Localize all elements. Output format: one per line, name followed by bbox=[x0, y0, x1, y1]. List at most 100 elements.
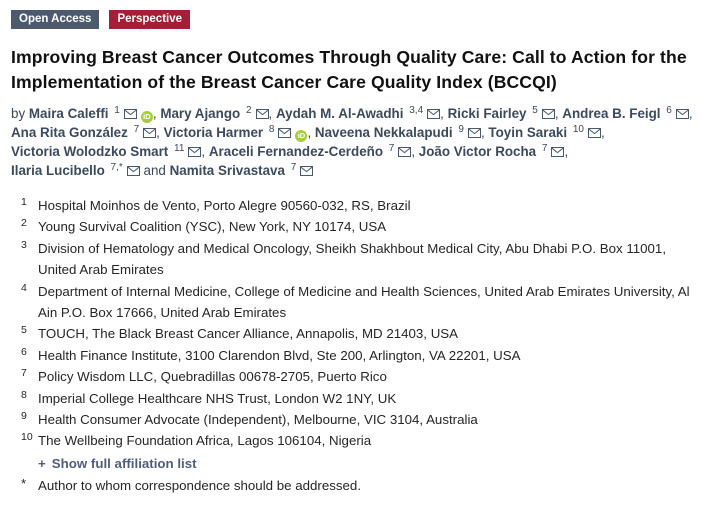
author-name-link[interactable]: Ana Rita González bbox=[11, 125, 128, 140]
article-type-badges: Open Access Perspective bbox=[11, 10, 696, 29]
author-separator: , bbox=[600, 125, 605, 140]
author-separator: , bbox=[554, 106, 563, 121]
email-icon[interactable] bbox=[541, 104, 555, 123]
author: Maira Caleffi 1 iD, bbox=[28, 104, 161, 123]
show-full-affiliation-link[interactable]: + Show full affiliation list bbox=[38, 456, 197, 471]
author-separator: , bbox=[480, 125, 489, 140]
author-name-link[interactable]: Maira Caleffi bbox=[28, 106, 109, 121]
author-name-link[interactable]: Victoria Harmer bbox=[163, 125, 264, 140]
affiliation-item: 5 TOUCH, The Black Breast Cancer Allianc… bbox=[11, 323, 699, 344]
email-icon[interactable] bbox=[123, 104, 137, 123]
email-icon[interactable] bbox=[398, 142, 412, 161]
author: Ilaria Lucibello 7,* and bbox=[11, 161, 170, 180]
author-name-link[interactable]: Namita Srivastava bbox=[169, 163, 285, 178]
email-icon[interactable] bbox=[300, 161, 314, 180]
author-affiliation-sup: 3,4 bbox=[406, 104, 424, 116]
author-separator: , bbox=[268, 106, 276, 121]
affiliation-number: 4 bbox=[21, 281, 27, 294]
author-affiliation-sup: 7 bbox=[130, 123, 140, 135]
email-icon[interactable] bbox=[467, 123, 481, 142]
orcid-icon[interactable]: iD bbox=[140, 111, 153, 123]
author-separator: and bbox=[139, 163, 170, 178]
affiliation-number: 8 bbox=[21, 388, 27, 401]
article-title: Improving Breast Cancer Outcomes Through… bbox=[11, 47, 687, 92]
email-icon[interactable] bbox=[427, 104, 441, 123]
affiliation-text: Department of Internal Medicine, College… bbox=[38, 283, 690, 321]
author-name-link[interactable]: João Victor Rocha bbox=[418, 144, 537, 159]
affiliation-number: 1 bbox=[21, 196, 27, 208]
affiliation-number: 2 bbox=[21, 217, 27, 230]
affiliation-number: 3 bbox=[21, 238, 27, 251]
byline-prefix: by bbox=[11, 106, 26, 121]
author-affiliation-sup: 2 bbox=[243, 104, 252, 116]
author-affiliation-sup: 1 bbox=[111, 104, 120, 116]
affiliation-item: 2 Young Survival Coalition (YSC), New Yo… bbox=[11, 216, 699, 237]
email-icon[interactable] bbox=[143, 123, 157, 142]
email-icon[interactable] bbox=[587, 123, 601, 142]
affiliation-number: 10 bbox=[21, 431, 33, 444]
affiliation-item: 1 Hospital Moinhos de Vento, Porto Alegr… bbox=[11, 195, 699, 216]
author-name-link[interactable]: Naveena Nekkalapudi bbox=[314, 125, 453, 140]
author: Aydah M. Al-Awadhi 3,4, bbox=[275, 104, 448, 123]
affiliation-text: Young Survival Coalition (YSC), New York… bbox=[38, 219, 387, 235]
author-separator: , bbox=[156, 125, 164, 140]
email-icon[interactable] bbox=[675, 104, 689, 123]
orcid-icon[interactable]: iD bbox=[295, 130, 308, 142]
author-name-link[interactable]: Toyin Saraki bbox=[488, 125, 568, 140]
affiliation-item: 9 Health Consumer Advocate (Independent)… bbox=[11, 409, 699, 430]
author-separator: , bbox=[688, 106, 693, 121]
author: Victoria Wolodzko Smart 11, bbox=[11, 142, 209, 161]
email-icon[interactable] bbox=[188, 142, 202, 161]
affiliation-item: 10 The Wellbeing Foundation Africa, Lago… bbox=[11, 430, 699, 451]
author-affiliation-sup: 9 bbox=[455, 123, 464, 135]
author: Araceli Fernandez-Cerdeño 7, bbox=[208, 142, 419, 161]
author-separator: , bbox=[307, 125, 315, 140]
author-name-link[interactable]: Mary Ajango bbox=[160, 106, 241, 121]
affiliation-text: Division of Hematology and Medical Oncol… bbox=[38, 240, 667, 278]
affiliation-text: The Wellbeing Foundation Africa, Lagos 1… bbox=[38, 433, 372, 449]
affiliation-number: 6 bbox=[21, 345, 27, 358]
author: Namita Srivastava 7 bbox=[169, 161, 314, 180]
author: Naveena Nekkalapudi 9, bbox=[314, 123, 489, 142]
author-name-link[interactable]: Araceli Fernandez-Cerdeño bbox=[208, 144, 383, 159]
affiliation-text: Hospital Moinhos de Vento, Porto Alegre … bbox=[38, 198, 411, 213]
affiliation-list: 1 Hospital Moinhos de Vento, Porto Alegr… bbox=[11, 195, 699, 452]
author-affiliation-sup: 7 bbox=[386, 142, 395, 154]
author-name-link[interactable]: Aydah M. Al-Awadhi bbox=[275, 106, 404, 121]
author: Ana Rita González 7, bbox=[11, 123, 164, 142]
author-list: Maira Caleffi 1 iD, Mary Ajango 2, Aydah … bbox=[11, 104, 693, 180]
affiliation-text: Health Finance Institute, 3100 Clarendon… bbox=[38, 347, 521, 363]
affiliation-text: TOUCH, The Black Breast Cancer Alliance,… bbox=[38, 326, 459, 342]
affiliation-item: 7 Policy Wisdom LLC, Quebradillas 00678-… bbox=[11, 366, 699, 387]
author-name-link[interactable]: Ilaria Lucibello bbox=[11, 163, 105, 178]
author-affiliation-sup: 7,* bbox=[107, 161, 123, 173]
author-name-link[interactable]: Ricki Fairley bbox=[447, 106, 527, 121]
author: Mary Ajango 2, bbox=[160, 104, 276, 123]
show-full-affiliation-label: Show full affiliation list bbox=[51, 455, 197, 471]
email-icon[interactable] bbox=[278, 123, 292, 142]
author-separator: , bbox=[201, 144, 209, 159]
affiliation-text: Policy Wisdom LLC, Quebradillas 00678-27… bbox=[38, 369, 387, 385]
affiliation-number: 5 bbox=[21, 324, 27, 337]
email-icon[interactable] bbox=[126, 161, 140, 180]
author-affiliation-sup: 6 bbox=[663, 104, 672, 116]
correspondence-marker: * bbox=[21, 476, 27, 492]
author-name-link[interactable]: Victoria Wolodzko Smart bbox=[11, 144, 169, 159]
affiliation-number: 9 bbox=[21, 410, 27, 423]
affiliation-item: 8 Imperial College Healthcare NHS Trust,… bbox=[11, 388, 699, 409]
affiliation-number: 7 bbox=[21, 367, 27, 380]
author-separator: , bbox=[440, 106, 448, 121]
author-affiliation-sup: 11 bbox=[171, 142, 185, 154]
author-separator: , bbox=[152, 106, 161, 121]
email-icon[interactable] bbox=[255, 104, 269, 123]
email-icon[interactable] bbox=[551, 142, 565, 161]
author: Toyin Saraki 10, bbox=[488, 123, 605, 142]
correspondence-note: * Author to whom correspondence should b… bbox=[11, 475, 696, 496]
author-name-link[interactable]: Andrea B. Feigl bbox=[562, 106, 661, 121]
author-affiliation-sup: 7 bbox=[287, 161, 297, 173]
author: Ricki Fairley 5, bbox=[447, 104, 563, 123]
affiliation-text: Health Consumer Advocate (Independent), … bbox=[38, 412, 478, 428]
affiliation-item: 3 Division of Hematology and Medical Onc… bbox=[11, 238, 699, 281]
affiliation-item: 6 Health Finance Institute, 3100 Clarend… bbox=[11, 345, 699, 366]
open-access-badge: Open Access bbox=[11, 10, 100, 29]
